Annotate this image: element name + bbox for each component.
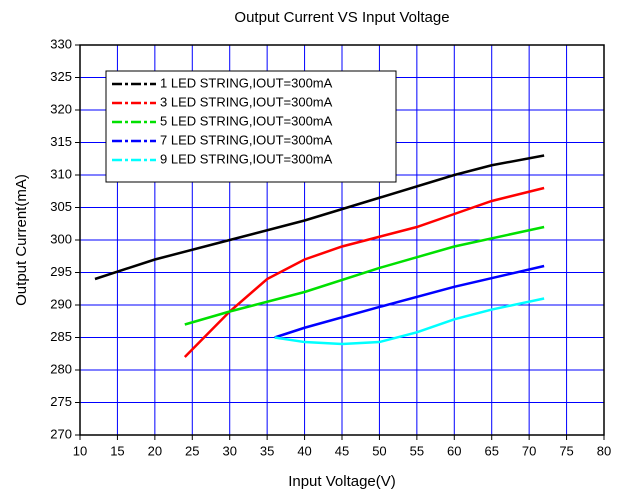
legend-label: 7 LED STRING,IOUT=300mA	[160, 132, 333, 147]
x-tick-label: 35	[260, 443, 274, 458]
y-tick-label: 325	[50, 69, 72, 84]
x-tick-label: 30	[222, 443, 236, 458]
x-axis-label: Input Voltage(V)	[288, 473, 396, 490]
y-tick-label: 300	[50, 231, 72, 246]
x-tick-label: 45	[335, 443, 349, 458]
y-tick-label: 330	[50, 36, 72, 51]
line	[94, 154, 545, 281]
y-tick-label: 305	[50, 199, 72, 214]
legend-label: 3 LED STRING,IOUT=300mA	[160, 94, 333, 109]
x-tick-label: 60	[447, 443, 461, 458]
y-tick-label: 275	[50, 394, 72, 409]
x-tick-label: 80	[597, 443, 611, 458]
legend-label: 1 LED STRING,IOUT=300mA	[160, 75, 333, 90]
x-tick-label: 65	[484, 443, 498, 458]
y-tick-label: 320	[50, 101, 72, 116]
line	[183, 186, 545, 358]
y-tick-label: 270	[50, 426, 72, 441]
x-tick-label: 50	[372, 443, 386, 458]
x-tick-label: 70	[522, 443, 536, 458]
y-tick-label: 310	[50, 166, 72, 181]
legend-label: 5 LED STRING,IOUT=300mA	[160, 113, 333, 128]
x-tick-label: 55	[410, 443, 424, 458]
y-tick-label: 315	[50, 134, 72, 149]
y-tick-label: 295	[50, 264, 72, 279]
x-tick-label: 15	[110, 443, 124, 458]
legend-label: 9 LED STRING,IOUT=300mA	[160, 151, 333, 166]
y-tick-label: 280	[50, 361, 72, 376]
x-tick-label: 25	[185, 443, 199, 458]
line	[184, 225, 545, 326]
x-tick-label: 10	[73, 443, 87, 458]
line	[274, 264, 545, 339]
x-tick-label: 40	[297, 443, 311, 458]
y-tick-label: 290	[50, 296, 72, 311]
chart-title: Output Current VS Input Voltage	[234, 9, 449, 26]
legend-box	[105, 70, 397, 183]
y-axis-label: Output Current(mA)	[13, 174, 30, 306]
x-tick-label: 20	[148, 443, 162, 458]
line	[274, 297, 545, 346]
y-tick-label: 285	[50, 329, 72, 344]
plot-frame	[79, 44, 605, 436]
x-tick-label: 75	[559, 443, 573, 458]
